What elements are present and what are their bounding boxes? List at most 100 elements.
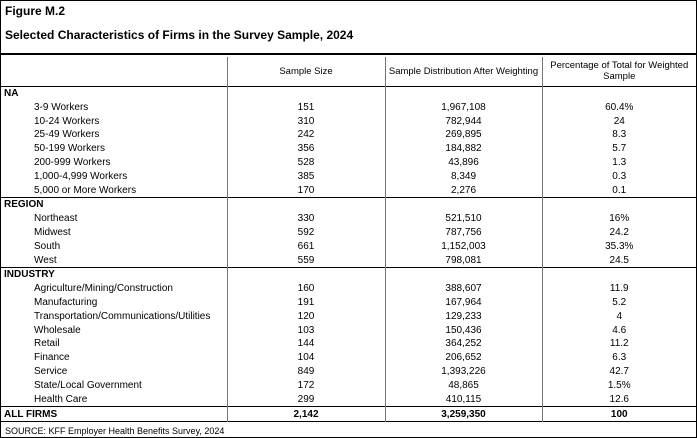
row-value: 559: [226, 253, 385, 268]
table-row: 1,000-4,999 Workers 385 8,349 0.3: [1, 169, 696, 184]
row-value: 16%: [541, 211, 696, 226]
row-value: 0.3: [541, 169, 696, 184]
section-label: NA: [4, 88, 19, 100]
row-label: Retail: [34, 338, 60, 350]
row-label: West: [34, 254, 57, 266]
all-firms-value: 100: [541, 406, 696, 422]
section-empty-cell: [384, 197, 542, 212]
row-label: 5,000 or More Workers: [34, 184, 137, 196]
row-value: 4: [541, 309, 696, 324]
row-label: Health Care: [34, 393, 88, 405]
row-value: 184,882: [384, 141, 542, 156]
row-value: 104: [226, 350, 385, 365]
row-value: 299: [226, 392, 385, 407]
row-value: 782,944: [384, 114, 542, 129]
row-value: 1,393,226: [384, 364, 542, 379]
row-value: 8,349: [384, 169, 542, 184]
row-label: 200-999 Workers: [34, 157, 111, 169]
row-value: 170: [226, 183, 385, 198]
characteristics-table: Sample Size Sample Distribution After We…: [1, 56, 696, 422]
row-value: 11.2: [541, 337, 696, 351]
table-row: State/Local Government 172 48,865 1.5%: [1, 378, 696, 393]
row-value: 103: [226, 323, 385, 338]
row-value: 24: [541, 114, 696, 129]
row-value: 172: [226, 378, 385, 393]
row-label: 1,000-4,999 Workers: [34, 170, 128, 182]
section-empty-cell: [226, 86, 385, 101]
row-value: 1,152,003: [384, 239, 542, 254]
row-value: 11.9: [541, 281, 696, 296]
row-value: 330: [226, 211, 385, 226]
row-value: 24.5: [541, 253, 696, 268]
section-label: INDUSTRY: [4, 269, 55, 281]
row-label: Northeast: [34, 213, 78, 225]
row-label: South: [34, 240, 61, 252]
table-row: South 661 1,152,003 35.3%: [1, 239, 696, 254]
row-value: 787,756: [384, 225, 542, 240]
row-value: 364,252: [384, 337, 542, 351]
row-value: 356: [226, 141, 385, 156]
row-value: 6.3: [541, 350, 696, 365]
column-header-distribution: Sample Distribution After Weighting: [384, 56, 542, 87]
all-firms-label: ALL FIRMS: [4, 408, 58, 420]
section-header-row: REGION: [1, 197, 696, 212]
row-value: 129,233: [384, 309, 542, 324]
figure-label: Figure M.2: [5, 4, 66, 18]
row-value: 206,652: [384, 350, 542, 365]
column-header-sample-size: Sample Size: [226, 56, 385, 87]
row-value: 167,964: [384, 295, 542, 310]
row-label: 25-49 Workers: [34, 129, 100, 141]
row-value: 1.3: [541, 155, 696, 170]
table-row: Retail 144 364,252 11.2: [1, 337, 696, 351]
row-value: 1.5%: [541, 378, 696, 393]
section-empty-cell: [226, 267, 385, 282]
row-value: 151: [226, 100, 385, 115]
row-label: Agriculture/Mining/Construction: [34, 283, 173, 295]
row-value: 0.1: [541, 183, 696, 198]
row-label: Manufacturing: [34, 297, 98, 309]
header-row: Sample Size Sample Distribution After We…: [1, 56, 696, 87]
row-value: 388,607: [384, 281, 542, 296]
section-header-row: NA: [1, 86, 696, 101]
section-empty-cell: [384, 267, 542, 282]
row-label: Wholesale: [34, 324, 81, 336]
row-value: 242: [226, 128, 385, 142]
row-value: 2,276: [384, 183, 542, 198]
row-value: 191: [226, 295, 385, 310]
row-value: 8.3: [541, 128, 696, 142]
row-value: 410,115: [384, 392, 542, 407]
row-value: 661: [226, 239, 385, 254]
table-row: 50-199 Workers 356 184,882 5.7: [1, 141, 696, 156]
row-value: 5.7: [541, 141, 696, 156]
table-row: Wholesale 103 150,436 4.6: [1, 323, 696, 338]
section-empty-cell: [226, 197, 385, 212]
figure-title: Selected Characteristics of Firms in the…: [5, 28, 354, 42]
row-value: 144: [226, 337, 385, 351]
row-value: 310: [226, 114, 385, 129]
row-value: 35.3%: [541, 239, 696, 254]
column-header-percentage: Percentage of Total for Weighted Sample: [541, 56, 696, 87]
row-value: 4.6: [541, 323, 696, 338]
row-value: 160: [226, 281, 385, 296]
row-value: 849: [226, 364, 385, 379]
row-label: Finance: [34, 352, 70, 364]
row-label: 50-199 Workers: [34, 143, 105, 155]
table-row: West 559 798,081 24.5: [1, 253, 696, 268]
row-value: 385: [226, 169, 385, 184]
row-value: 120: [226, 309, 385, 324]
row-value: 150,436: [384, 323, 542, 338]
row-value: 521,510: [384, 211, 542, 226]
row-label: 3-9 Workers: [34, 101, 89, 113]
row-value: 528: [226, 155, 385, 170]
column-header-blank: [1, 57, 227, 87]
row-value: 43,896: [384, 155, 542, 170]
table-row: Health Care 299 410,115 12.6: [1, 392, 696, 407]
section-header-row: INDUSTRY: [1, 267, 696, 282]
all-firms-value: 2,142: [226, 406, 385, 422]
row-value: 48,865: [384, 378, 542, 393]
table-row: 25-49 Workers 242 269,895 8.3: [1, 128, 696, 142]
table-row: Manufacturing 191 167,964 5.2: [1, 295, 696, 310]
section-empty-cell: [541, 197, 696, 212]
row-value: 24.2: [541, 225, 696, 240]
table-row: Service 849 1,393,226 42.7: [1, 364, 696, 379]
